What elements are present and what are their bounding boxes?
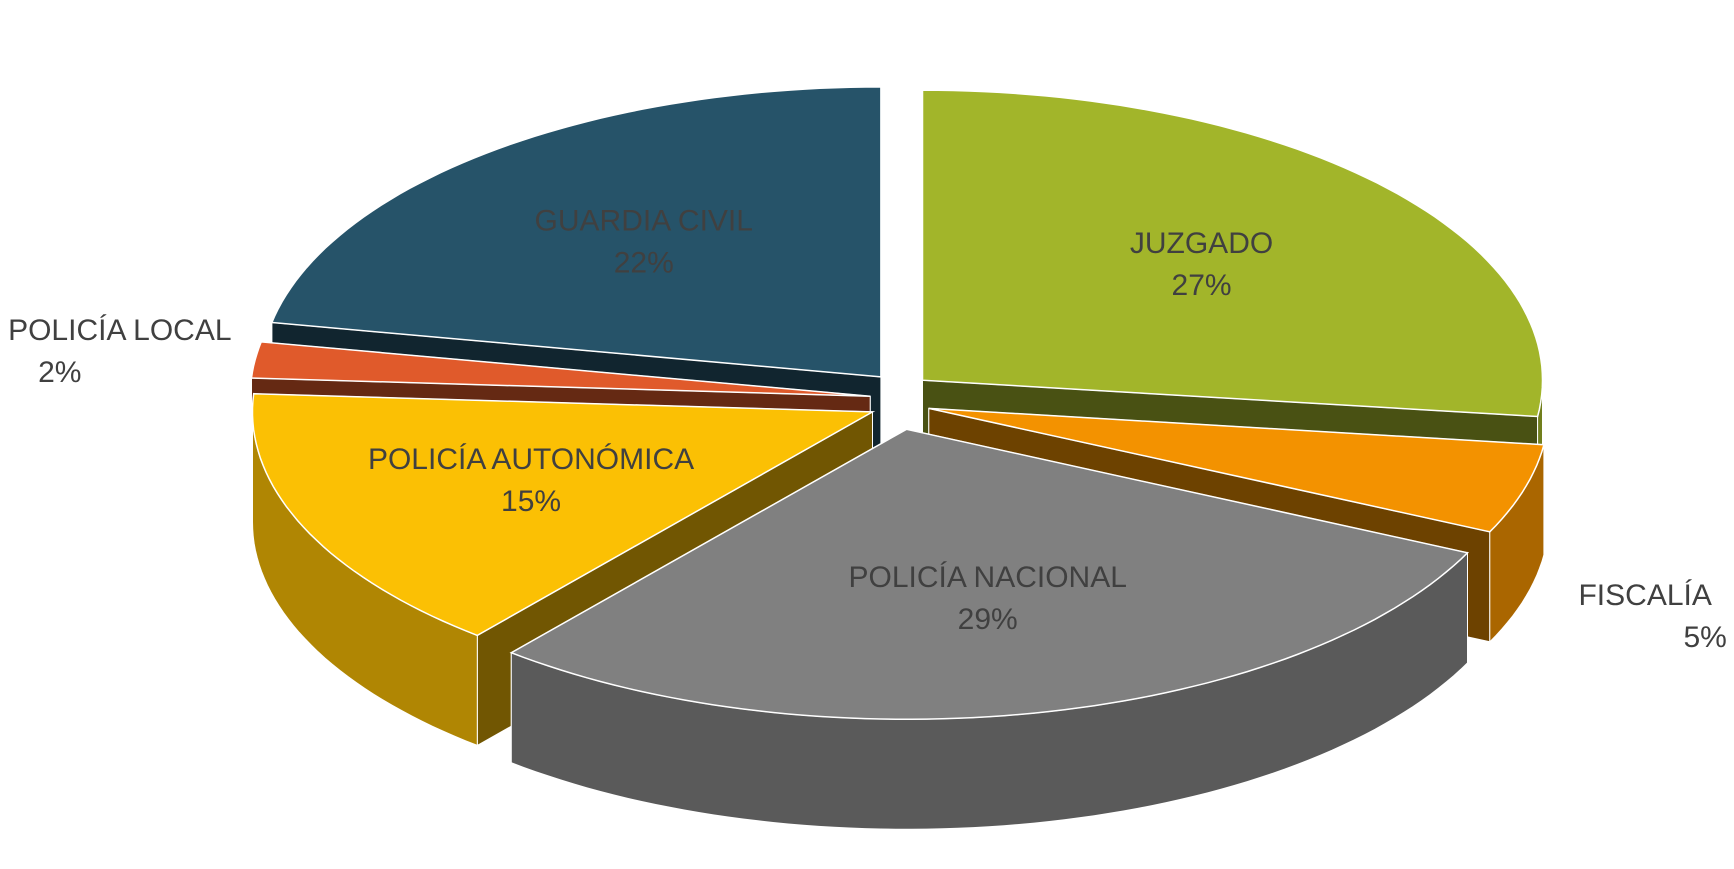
data-label-category: GUARDIA CIVIL xyxy=(535,205,753,238)
slice xyxy=(509,428,1470,721)
data-label-value: 22% xyxy=(614,247,674,280)
data-label-value: 29% xyxy=(958,603,1018,636)
data-label-value: 15% xyxy=(501,485,561,518)
slice xyxy=(270,86,882,378)
data-label-category: FISCALÍA xyxy=(1578,579,1711,612)
data-label-value: 5% xyxy=(1683,621,1726,654)
slice xyxy=(921,89,1544,418)
data-label-value: 2% xyxy=(38,356,81,389)
slice xyxy=(251,392,876,637)
data-label-value: 27% xyxy=(1172,269,1232,302)
slice xyxy=(928,407,1545,533)
data-label-category: POLICÍA AUTONÓMICA xyxy=(368,443,694,476)
data-label-category: POLICÍA NACIONAL xyxy=(848,561,1126,594)
slice xyxy=(250,341,871,397)
data-label-category: POLICÍA LOCAL xyxy=(8,314,231,347)
data-label-category: JUZGADO xyxy=(1130,227,1273,260)
